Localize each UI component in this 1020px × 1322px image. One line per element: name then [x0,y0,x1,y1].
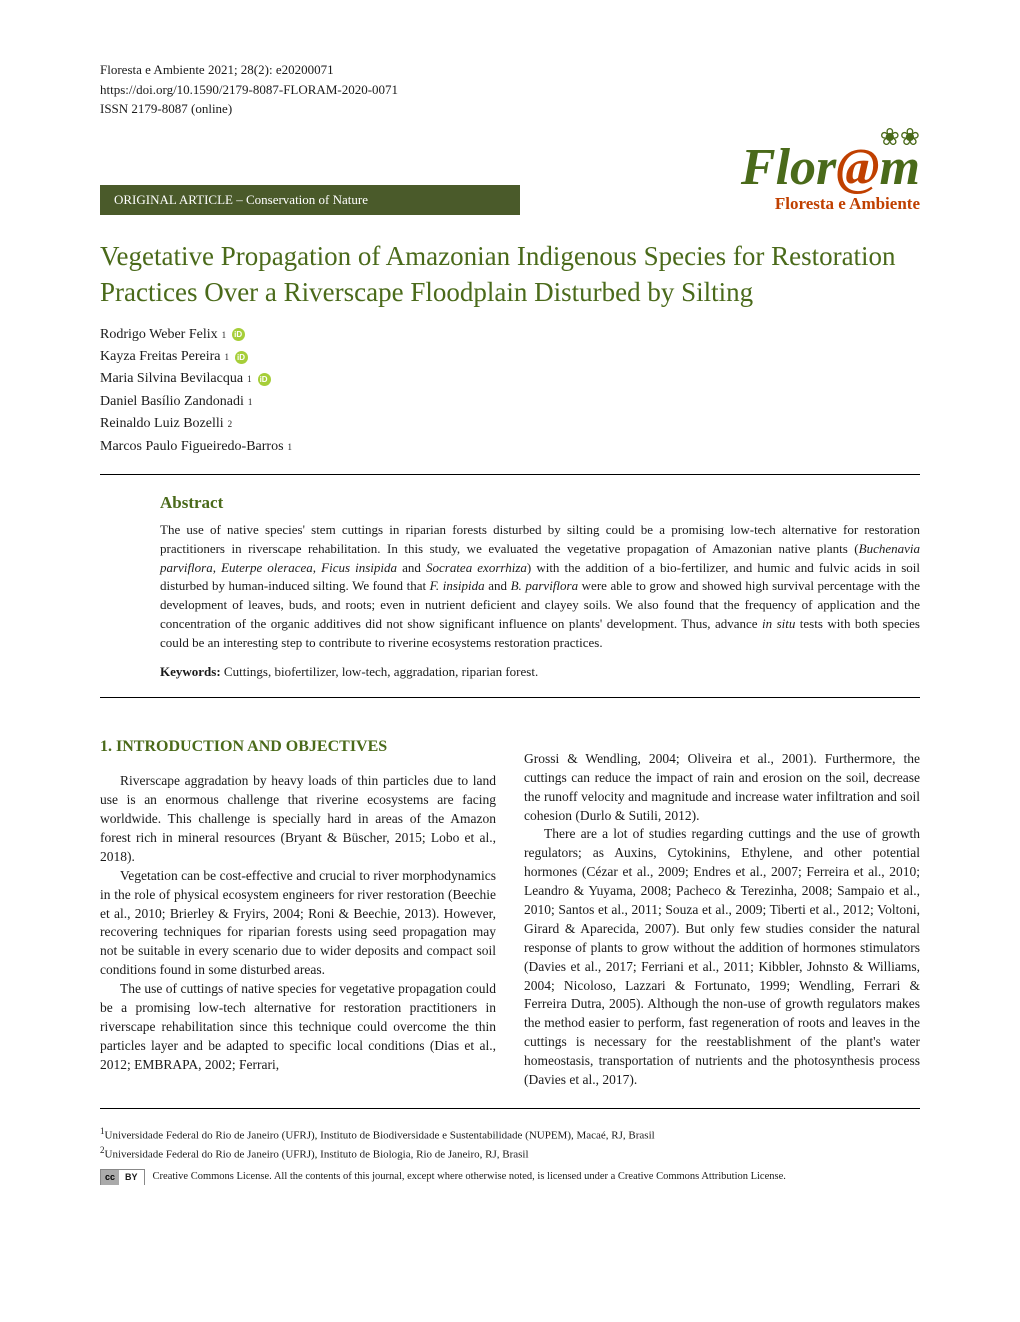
license-row: ccBY Creative Commons License. All the c… [100,1169,920,1185]
left-column: 1. INTRODUCTION AND OBJECTIVES Riverscap… [100,708,496,1090]
author-affil-sup: 1 [247,372,252,386]
keywords: Keywords: Cuttings, biofertilizer, low-t… [160,663,920,681]
author-affil-sup: 1 [222,328,227,342]
abstract-block: Abstract The use of native species' stem… [160,491,920,681]
body-paragraph: Grossi & Wendling, 2004; Oliveira et al.… [524,750,920,826]
affiliation-2: 2Universidade Federal do Rio de Janeiro … [100,1144,920,1163]
keywords-label: Keywords: [160,664,221,679]
author: Rodrigo Weber Felix 1 [100,324,920,346]
author: Maria Silvina Bevilacqua 1 [100,368,920,390]
footer-divider [100,1108,920,1109]
body-paragraph: There are a lot of studies regarding cut… [524,825,920,1089]
section-heading: 1. INTRODUCTION AND OBJECTIVES [100,736,496,758]
cc-by-badge-icon: ccBY [100,1169,145,1185]
divider [100,697,920,698]
author: Reinaldo Luiz Bozelli 2 [100,413,920,435]
orcid-icon[interactable] [235,351,248,364]
abstract-text: The use of native species' stem cuttings… [160,521,920,653]
keywords-text: Cuttings, biofertilizer, low-tech, aggra… [221,664,539,679]
logo-wordmark: Flor@m [741,139,920,196]
issn-line: ISSN 2179-8087 (online) [100,99,920,119]
author: Daniel Basílio Zandonadi 1 [100,391,920,413]
column-spacer [524,708,920,750]
orcid-icon[interactable] [258,373,271,386]
author-name: Rodrigo Weber Felix [100,324,218,346]
body-paragraph: The use of cuttings of native species fo… [100,980,496,1074]
author-list: Rodrigo Weber Felix1Kayza Freitas Pereir… [100,324,920,458]
author-affil-sup: 1 [248,395,253,409]
affiliation-1: 1Universidade Federal do Rio de Janeiro … [100,1125,920,1144]
body-paragraph: Vegetation can be cost-effective and cru… [100,867,496,980]
author-name: Daniel Basílio Zandonadi [100,391,244,413]
author-affil-sup: 1 [288,440,293,454]
author-name: Reinaldo Luiz Bozelli [100,413,224,435]
divider [100,474,920,475]
author-name: Marcos Paulo Figueiredo-Barros [100,436,284,458]
orcid-icon[interactable] [232,328,245,341]
article-title: Vegetative Propagation of Amazonian Indi… [100,239,920,309]
author-affil-sup: 1 [225,350,230,364]
author: Kayza Freitas Pereira 1 [100,346,920,368]
right-column: Grossi & Wendling, 2004; Oliveira et al.… [524,708,920,1090]
author-name: Kayza Freitas Pereira [100,346,221,368]
article-type-band: ORIGINAL ARTICLE – Conservation of Natur… [100,185,520,215]
journal-logo: ❀❀ Flor@m Floresta e Ambiente [741,131,920,216]
author-affil-sup: 2 [228,417,233,431]
doi-line[interactable]: https://doi.org/10.1590/2179-8087-FLORAM… [100,80,920,100]
citation-line: Floresta e Ambiente 2021; 28(2): e202000… [100,60,920,80]
license-text: Creative Commons License. All the conten… [153,1170,786,1185]
header-row: ORIGINAL ARTICLE – Conservation of Natur… [100,131,920,216]
abstract-heading: Abstract [160,491,920,515]
author-name: Maria Silvina Bevilacqua [100,368,243,390]
body-columns: 1. INTRODUCTION AND OBJECTIVES Riverscap… [100,708,920,1090]
body-paragraph: Riverscape aggradation by heavy loads of… [100,772,496,866]
author: Marcos Paulo Figueiredo-Barros 1 [100,436,920,458]
affiliations: 1Universidade Federal do Rio de Janeiro … [100,1125,920,1163]
journal-meta: Floresta e Ambiente 2021; 28(2): e202000… [100,60,920,119]
